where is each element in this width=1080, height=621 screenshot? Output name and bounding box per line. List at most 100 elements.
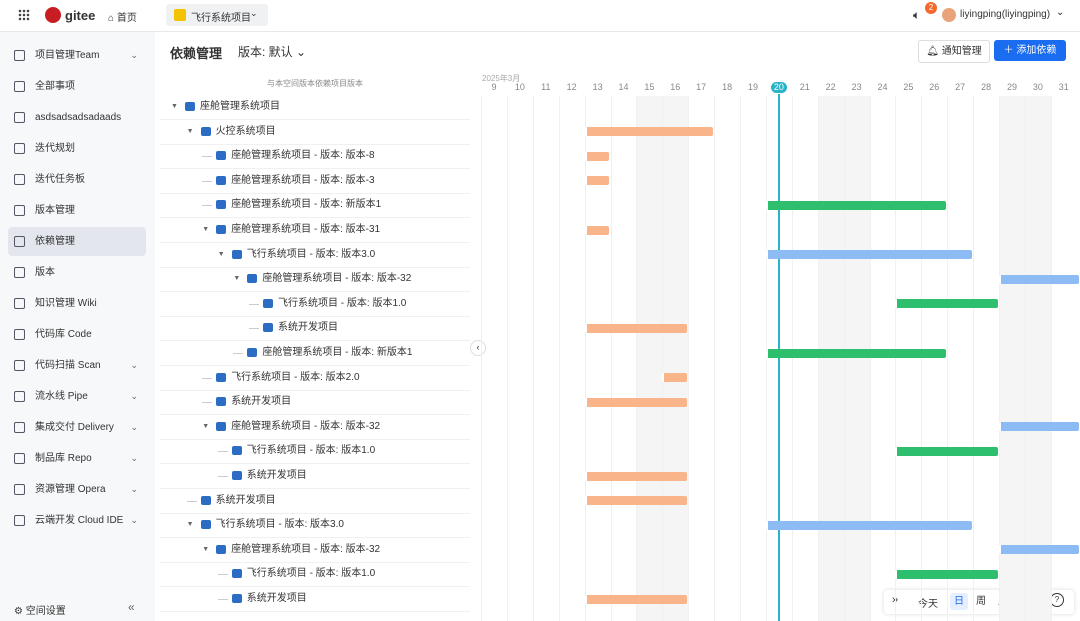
project-icon xyxy=(231,249,242,259)
expand-toggle[interactable]: ▼ xyxy=(186,521,194,529)
nav-item[interactable]: 制品库 Repo ⌄ xyxy=(8,444,146,473)
tree-connector xyxy=(249,303,259,305)
row-label: 座舱管理系统项目 - 版本: 新版本1 xyxy=(231,199,382,211)
tree-row[interactable]: 系统开发项目 xyxy=(160,390,470,416)
project-icon xyxy=(231,569,242,579)
expand-toggle[interactable]: ▼ xyxy=(233,275,241,283)
tree-row[interactable]: ▼ 飞行系统项目 - 版本: 版本3.0 xyxy=(160,513,470,539)
chevron: ⌄ xyxy=(130,422,138,432)
nav-item[interactable]: 全部事项 xyxy=(8,72,146,101)
home-link[interactable]: ⌂ 首页 xyxy=(108,13,137,24)
brand[interactable]: gitee xyxy=(65,8,96,23)
project-icon xyxy=(200,520,211,530)
nav-icon xyxy=(14,205,25,216)
nav-item[interactable]: 项目管理Team ⌄ xyxy=(8,41,146,70)
tree-connector xyxy=(202,156,213,158)
add-button[interactable]: ＋ 添加依赖 xyxy=(994,40,1066,61)
gantt-bar xyxy=(895,569,998,579)
nav-item[interactable]: 版本 xyxy=(8,258,146,287)
nav-item[interactable]: 资源管理 Opera ⌄ xyxy=(8,475,146,504)
day-label: 19 xyxy=(747,82,758,92)
tree-row[interactable]: ▼ 座舱管理系统项目 - 版本: 版本-32 xyxy=(160,415,470,440)
tree-row[interactable]: ▼ 座舱管理系统项目 - 版本: 版本-32 xyxy=(160,538,470,563)
version-select[interactable]: 版本: 默认 ⌄ xyxy=(238,45,307,59)
nav-label: 代码库 Code xyxy=(35,329,92,340)
project-icon xyxy=(247,274,258,284)
tree-row[interactable]: 系统开发项目 xyxy=(160,587,470,612)
expand-toggle[interactable]: ▼ xyxy=(186,127,194,135)
today-button[interactable]: 今天 xyxy=(918,599,938,610)
nav-icon xyxy=(14,422,25,433)
nav-item[interactable]: 代码扫描 Scan ⌄ xyxy=(8,351,146,380)
nav-icon xyxy=(14,453,25,464)
notify-icon[interactable]: 🔈︎ xyxy=(913,8,921,22)
logo[interactable] xyxy=(45,7,61,23)
gantt-bar xyxy=(584,151,610,161)
day-column xyxy=(999,96,1025,621)
tree-connector xyxy=(186,500,197,502)
nav-item[interactable]: asdsadsadsadaads xyxy=(8,103,146,132)
chevron: ⌄ xyxy=(130,484,138,494)
tree-row[interactable]: 飞行系统项目 - 版本: 版本1.0 xyxy=(160,562,470,588)
expand-toggle[interactable]: ▼ xyxy=(202,545,210,553)
day-column xyxy=(584,96,611,621)
tree-row[interactable]: ▼ 座舱管理系统项目 - 版本: 版本-32 xyxy=(160,267,470,293)
expand-toggle[interactable]: ▼ xyxy=(202,226,210,233)
day-column xyxy=(558,96,585,621)
gantt-bar xyxy=(895,299,998,309)
tree-row[interactable]: 座舱管理系统项目 - 版本: 版本-3 xyxy=(160,169,470,194)
day-label: 18 xyxy=(722,82,733,92)
day-column xyxy=(506,96,533,621)
tree-row[interactable]: 系统开发项目 xyxy=(160,489,470,514)
collapse-tree[interactable]: ‹ xyxy=(470,340,486,356)
nav-item[interactable]: 集成交付 Delivery ⌄ xyxy=(8,413,146,442)
day-column xyxy=(714,96,740,621)
scale-option[interactable]: 周 xyxy=(976,596,986,607)
day-column xyxy=(791,96,818,621)
user-name[interactable]: liyingping(liyingping) xyxy=(960,9,1051,20)
tree-row[interactable]: 飞行系统项目 - 版本: 版本1.0 xyxy=(160,439,470,465)
expand-toggle[interactable]: ▼ xyxy=(217,250,225,258)
tree-row[interactable]: ▼ 火控系统项目 xyxy=(160,120,470,145)
gantt-bar xyxy=(584,323,688,333)
notify-button[interactable]: 🔔︎ 通知管理 xyxy=(918,40,990,63)
expand[interactable]: » xyxy=(892,594,899,606)
tree-row[interactable]: 飞行系统项目 - 版本: 版本1.0 xyxy=(160,292,470,317)
collapse[interactable]: « xyxy=(128,600,135,614)
chevron[interactable]: ⌄ xyxy=(1056,7,1065,18)
project-icon xyxy=(216,175,227,185)
nav-item[interactable]: 知识管理 Wiki xyxy=(8,289,146,318)
nav-item[interactable]: 代码库 Code xyxy=(8,320,146,349)
chevron: ⌄ xyxy=(130,453,138,463)
tree-row[interactable]: 系统开发项目 xyxy=(160,316,470,342)
scale-option[interactable]: 日 xyxy=(950,593,968,610)
nav-item[interactable]: 迭代规划 xyxy=(8,134,146,163)
settings[interactable]: ⚙ 空间设置 xyxy=(14,606,66,617)
tree-row[interactable]: 飞行系统项目 - 版本: 版本2.0 xyxy=(160,366,470,391)
nav-item[interactable]: 云端开发 Cloud IDE ⌄ xyxy=(8,506,146,535)
gantt-bar xyxy=(895,446,998,456)
nav-item[interactable]: 依赖管理 xyxy=(8,227,146,256)
day-label: 11 xyxy=(541,82,551,92)
top-bar: gitee ⌂ 首页 飞行系统项目 ⌄ 🔈︎ 2 liyingping(liyi… xyxy=(0,0,1080,32)
tree-row[interactable]: ▼ 座舱管理系统项目 - 版本: 版本-31 xyxy=(160,218,470,243)
expand-toggle[interactable]: ▼ xyxy=(202,422,210,430)
avatar[interactable] xyxy=(942,8,956,22)
row-label: 座舱管理系统项目 - 版本: 新版本1 xyxy=(262,347,413,358)
tree-row[interactable]: ▼ 座舱管理系统项目 xyxy=(160,95,470,120)
nav-item[interactable]: 流水线 Pipe ⌄ xyxy=(8,382,146,411)
apps-icon[interactable] xyxy=(18,9,30,21)
nav-icon xyxy=(14,236,25,247)
expand-toggle[interactable]: ▼ xyxy=(171,103,178,110)
day-column xyxy=(869,96,896,621)
nav-icon xyxy=(14,484,25,495)
tree-row[interactable]: 座舱管理系统项目 - 版本: 版本-8 xyxy=(160,144,470,170)
project-select[interactable]: 飞行系统项目 ⌄ xyxy=(166,4,268,26)
nav-item[interactable]: 迭代任务板 xyxy=(8,165,146,194)
nav-item[interactable]: 版本管理 xyxy=(8,196,146,225)
project-icon xyxy=(231,594,242,603)
tree-row[interactable]: 座舱管理系统项目 - 版本: 新版本1 xyxy=(160,341,470,366)
tree-row[interactable]: 座舱管理系统项目 - 版本: 新版本1 xyxy=(160,193,470,219)
tree-row[interactable]: 系统开发项目 xyxy=(160,464,470,489)
tree-row[interactable]: ▼ 飞行系统项目 - 版本: 版本3.0 xyxy=(160,243,470,268)
